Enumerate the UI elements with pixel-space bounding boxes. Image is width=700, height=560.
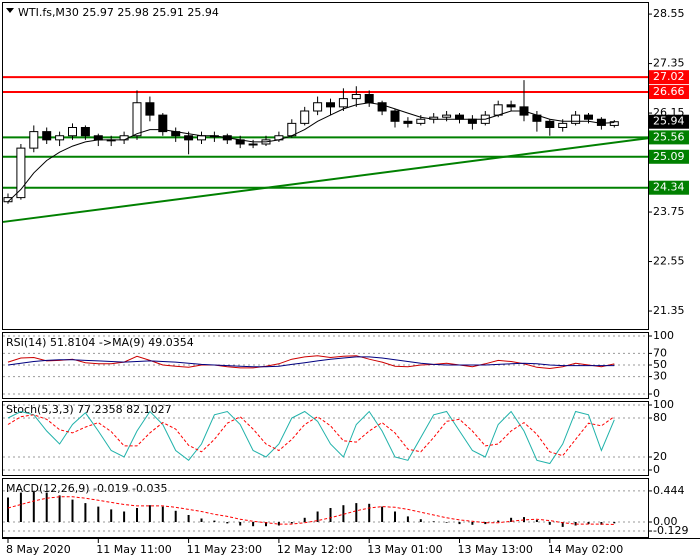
candle-body	[80, 126, 90, 137]
macd-panel	[2, 478, 649, 538]
y-tick-label: 20	[653, 450, 667, 463]
last-price-label: 25.94	[653, 115, 685, 128]
y-tick-label: 80	[653, 411, 667, 424]
symbol-icon[interactable]	[6, 8, 14, 13]
level-tag	[649, 180, 689, 195]
level-tag	[649, 70, 689, 85]
candle-body	[609, 121, 619, 126]
level-tag	[649, 130, 689, 145]
candle-body	[364, 93, 374, 104]
y-tick-label: 50	[653, 358, 667, 371]
y-tick-label: 100	[653, 398, 674, 411]
candle-body	[351, 93, 361, 100]
candle-body	[558, 122, 568, 128]
level-label: 26.66	[653, 85, 685, 98]
candle-body	[584, 114, 593, 120]
level-tag	[649, 85, 689, 100]
panel-title: Stoch(5,3,3) 77.2358 82.1027	[6, 403, 172, 416]
level-label: 25.56	[653, 130, 685, 143]
candle-body	[493, 104, 503, 116]
indicator-line	[7, 356, 615, 368]
x-tick-label: 13 May 01:00	[367, 543, 442, 556]
x-tick-label: 12 May 12:00	[277, 543, 352, 556]
x-tick-label: 14 May 02:00	[548, 543, 623, 556]
y-tick-label: 21.35	[653, 304, 685, 317]
trendline	[2, 137, 649, 223]
panel-title: WTI.fs,M30 25.97 25.98 25.91 25.94	[18, 6, 219, 19]
main-panel	[2, 2, 649, 330]
x-tick-label: 11 May 23:00	[187, 543, 262, 556]
candle-body	[596, 118, 606, 126]
candle-body	[403, 120, 413, 124]
level-label: 24.34	[653, 181, 685, 194]
level-label: 27.02	[653, 70, 685, 83]
candle-body	[197, 135, 206, 141]
x-tick-label: 13 May 13:00	[458, 543, 533, 556]
panel-title: RSI(14) 51.8104 ->MA(9) 49.0354	[6, 336, 194, 349]
candle-body	[68, 126, 77, 137]
y-tick-label: 0.00	[653, 515, 678, 528]
y-tick-label: 70	[653, 346, 667, 359]
candle-body	[248, 143, 258, 146]
level-label: 25.09	[653, 150, 685, 163]
candle-body	[338, 98, 348, 108]
candle-body	[119, 135, 129, 141]
candle-body	[467, 118, 477, 124]
level-tag	[649, 149, 689, 164]
candle-body	[93, 135, 103, 141]
y-tick-label: 100	[653, 329, 674, 342]
candle-body	[455, 114, 464, 120]
candle-body	[506, 104, 516, 108]
candle-body	[313, 102, 323, 112]
y-tick-label: 22.55	[653, 255, 685, 268]
y-tick-label: 0	[653, 463, 660, 476]
candle-body	[416, 118, 426, 124]
candle-body	[390, 110, 400, 122]
candle-body	[3, 197, 13, 203]
y-tick-label: 30	[653, 370, 667, 383]
candle-body	[545, 120, 555, 128]
candle-body	[571, 114, 581, 124]
macd-signal	[7, 496, 615, 525]
candle-body	[326, 102, 335, 108]
candle-body	[442, 114, 452, 118]
candle-body	[184, 135, 194, 141]
panel-title: MACD(12,26,9) -0.019 -0.035	[6, 482, 167, 495]
candle-body	[29, 131, 39, 149]
y-tick-label: 27.35	[653, 57, 685, 70]
candle-body	[145, 102, 155, 116]
indicator-line	[7, 355, 615, 370]
candle-body	[132, 102, 142, 137]
last-price-tag	[649, 114, 689, 129]
indicator-line	[7, 410, 615, 465]
candle-body	[55, 135, 65, 141]
candle-body	[16, 147, 26, 199]
candle-body	[158, 114, 168, 133]
candle-body	[42, 131, 52, 141]
y-tick-label: 0	[653, 387, 660, 400]
candle-body	[300, 110, 310, 124]
moving-average	[7, 102, 615, 203]
stoch-panel	[2, 401, 649, 476]
candle-body	[377, 102, 387, 112]
y-tick-label: 28.55	[653, 7, 685, 20]
y-tick-label: 23.75	[653, 205, 685, 218]
x-tick-label: 11 May 11:00	[96, 543, 171, 556]
y-tick-label: 0.444	[653, 484, 685, 497]
x-tick-label: 8 May 2020	[6, 543, 71, 556]
y-tick-label: -0.129	[653, 524, 688, 537]
indicator-line	[7, 414, 615, 457]
